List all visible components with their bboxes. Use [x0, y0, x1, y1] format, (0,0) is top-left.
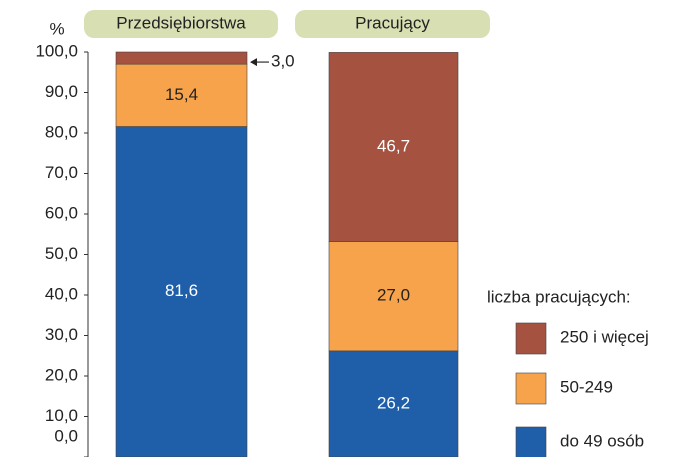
legend-swatch — [515, 322, 547, 355]
y-tick-label: 70,0 — [45, 163, 78, 182]
value-label: 27,0 — [377, 286, 410, 305]
y-tick-label: 30,0 — [45, 325, 78, 344]
value-label: 26,2 — [377, 393, 410, 412]
bar-segment — [328, 52, 459, 242]
legend-title: liczba pracujących: — [487, 287, 631, 306]
y-tick-label: 0,0 — [54, 426, 78, 445]
y-tick-label: 10,0 — [45, 406, 78, 425]
label-arrowhead — [250, 58, 257, 67]
category-header-bg — [295, 10, 490, 38]
y-tick-label: 100,0 — [35, 41, 78, 60]
category-label: Pracujący — [355, 13, 430, 32]
y-tick-label: 80,0 — [45, 122, 78, 141]
category-label: Przedsiębiorstwa — [116, 13, 246, 32]
bar-segment — [115, 51, 248, 65]
value-label: 15,4 — [165, 85, 198, 104]
y-tick-label: 20,0 — [45, 365, 78, 384]
value-label: 46,7 — [377, 136, 410, 155]
bar-segment — [328, 350, 459, 457]
y-tick-label: 90,0 — [45, 82, 78, 101]
value-label: 81,6 — [165, 281, 198, 300]
y-tick-label: 60,0 — [45, 203, 78, 222]
legend-swatch — [515, 426, 547, 457]
legend-label: 250 i więcej — [560, 327, 649, 346]
category-header-bg — [84, 10, 278, 38]
y-tick-label: 50,0 — [45, 244, 78, 263]
bar-segment — [115, 126, 248, 457]
bar-segment — [328, 241, 459, 352]
legend-swatch — [515, 372, 547, 405]
legend-label: 50-249 — [560, 377, 613, 396]
bar-segment — [115, 63, 248, 127]
legend-label: do 49 osób — [560, 431, 644, 450]
y-axis-unit: % — [49, 19, 64, 38]
value-label: 3,0 — [271, 52, 295, 71]
y-tick-label: 40,0 — [45, 284, 78, 303]
